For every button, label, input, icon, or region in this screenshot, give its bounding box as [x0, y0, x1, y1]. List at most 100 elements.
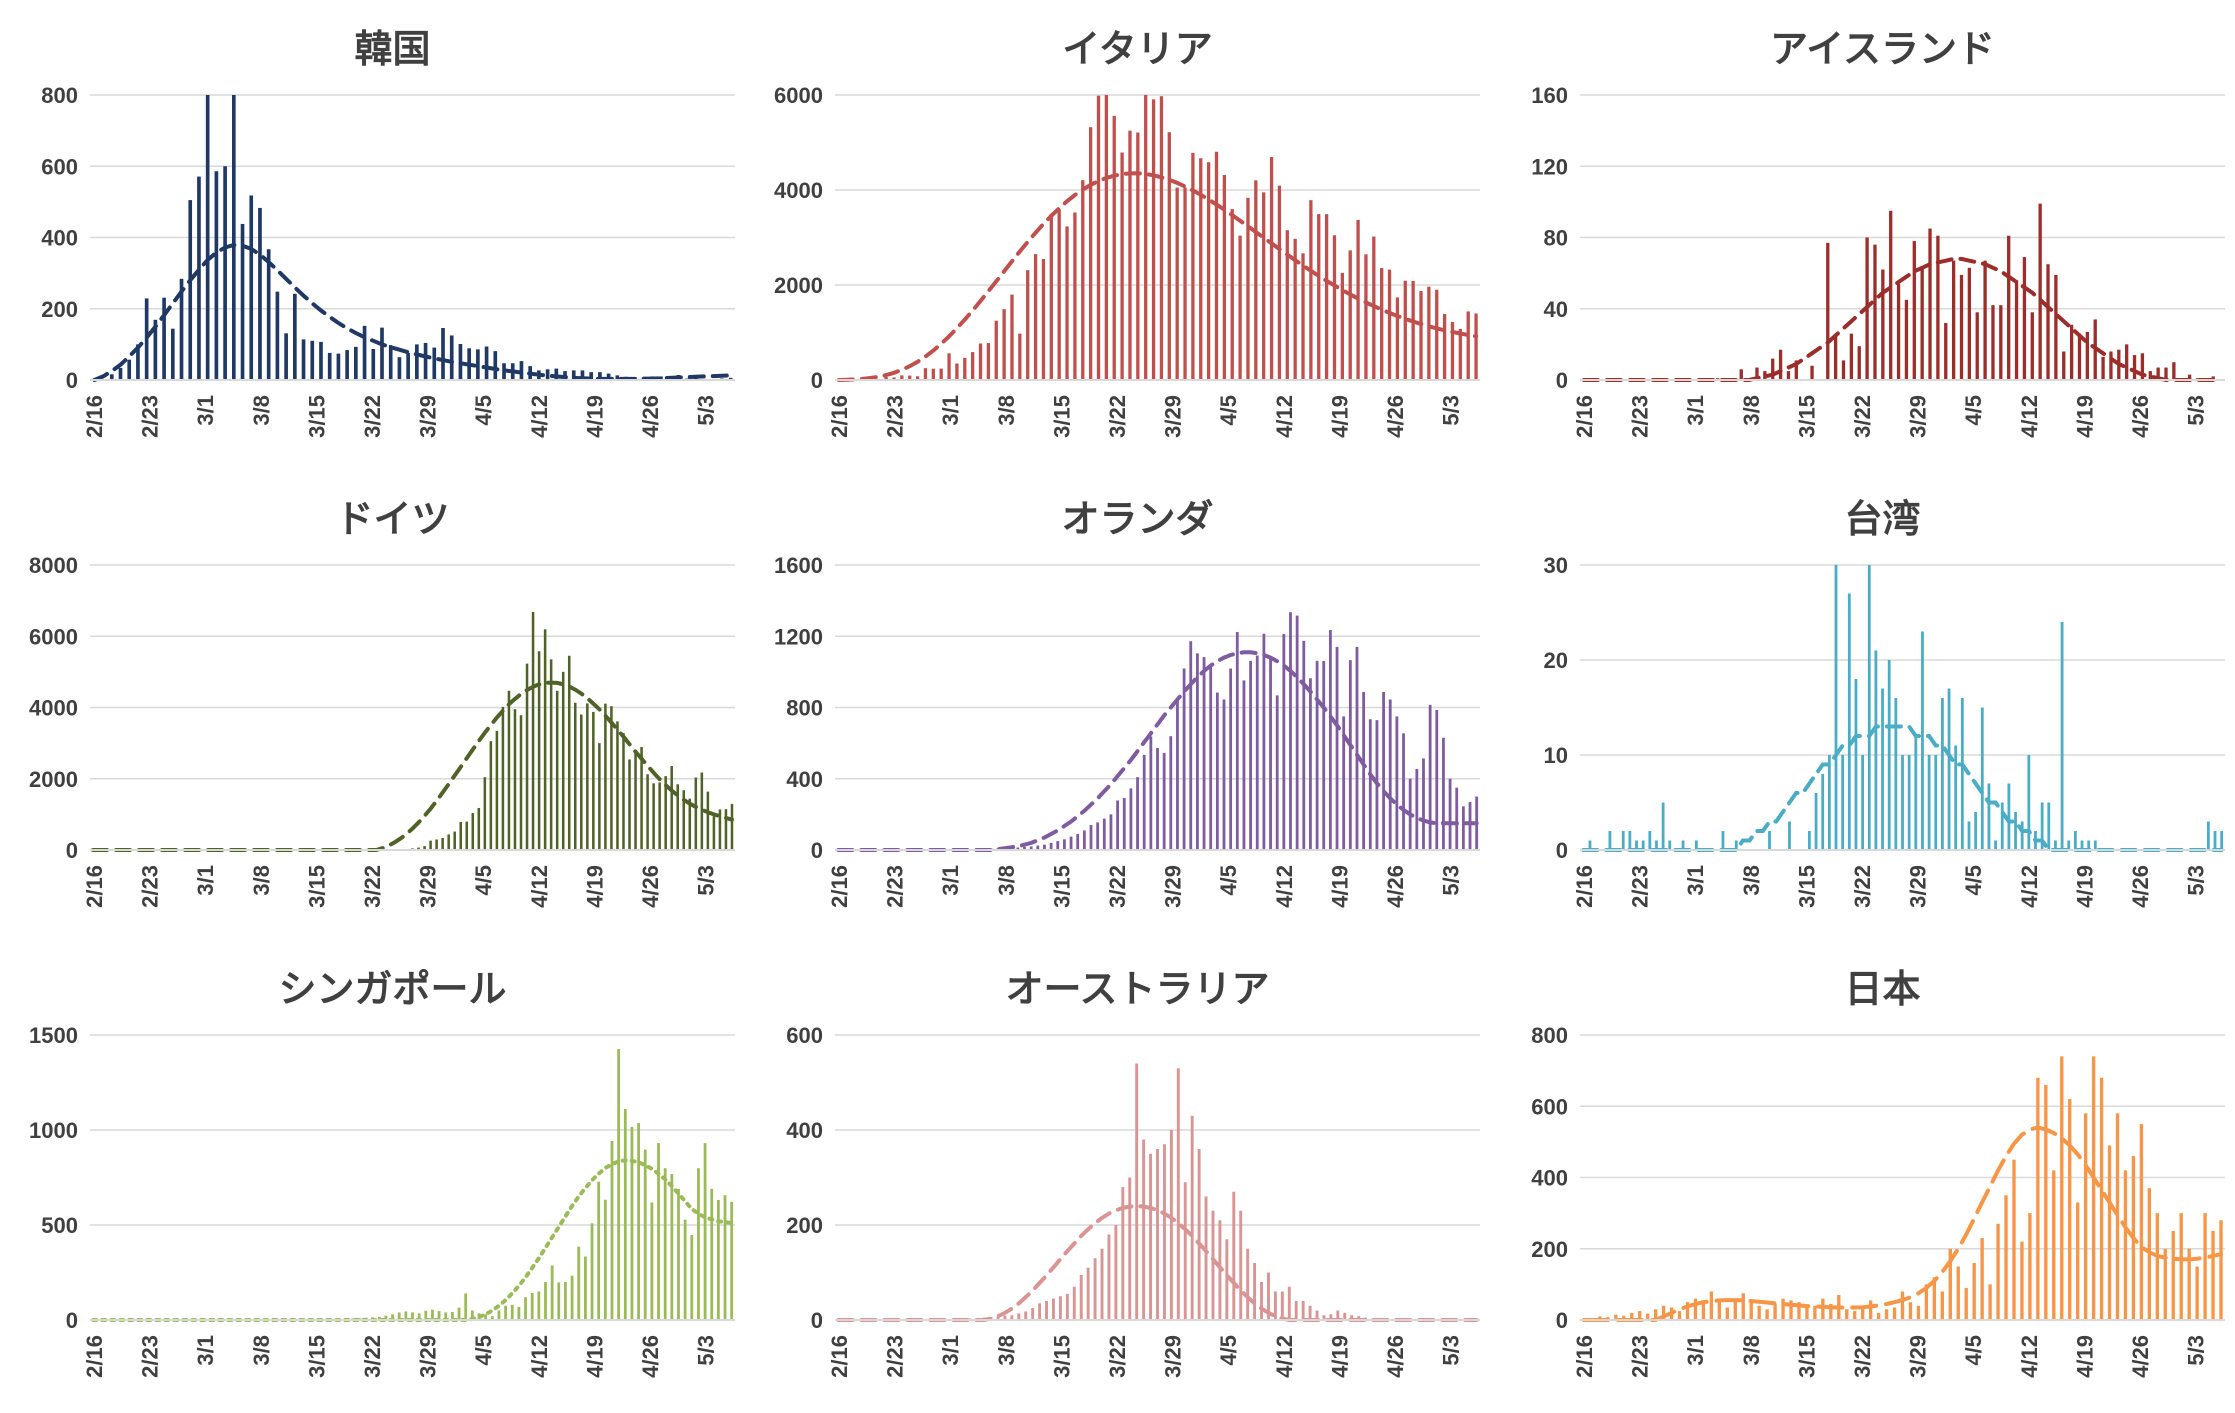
bar	[2020, 1241, 2024, 1320]
bar	[1734, 840, 1738, 850]
bar	[1733, 1298, 1737, 1320]
bar	[477, 807, 481, 850]
x-tick-label: 3/15	[1049, 395, 1074, 438]
bar	[1380, 268, 1384, 380]
bar	[557, 1282, 561, 1320]
bar	[231, 95, 236, 380]
bar	[1849, 333, 1854, 380]
bar	[495, 730, 499, 850]
bar	[1112, 115, 1116, 381]
bar	[1874, 650, 1878, 850]
x-tick-label: 5/3	[694, 395, 719, 426]
bar	[489, 741, 493, 850]
bar	[1017, 1313, 1021, 1320]
bar	[682, 790, 686, 850]
y-tick-label: 1600	[774, 553, 823, 578]
bar	[2101, 356, 2105, 380]
bar	[470, 1310, 474, 1320]
bar	[2172, 362, 2176, 380]
bar	[1010, 294, 1014, 380]
bar	[1183, 187, 1187, 380]
bar	[1881, 688, 1884, 850]
bar	[1089, 825, 1093, 850]
y-tick-label: 400	[41, 226, 78, 251]
bar	[1315, 660, 1319, 850]
x-tick-label: 3/22	[1850, 395, 1875, 438]
bar	[453, 831, 456, 850]
x-tick-label: 2/23	[1628, 1335, 1653, 1378]
bar	[1036, 845, 1040, 850]
bar	[1474, 313, 1478, 380]
bar	[1808, 831, 1811, 850]
bar	[1442, 314, 1447, 380]
bar	[676, 784, 679, 850]
bar	[561, 671, 565, 850]
bar	[1102, 818, 1106, 850]
y-tick-label: 0	[66, 838, 78, 863]
bar	[1814, 793, 1818, 850]
bar	[517, 1306, 521, 1320]
y-tick-label: 800	[41, 83, 78, 108]
bar	[2139, 1124, 2144, 1320]
bar	[610, 1141, 614, 1320]
x-tick-label: 4/12	[1272, 865, 1297, 908]
bar	[1461, 806, 1465, 850]
bar	[670, 766, 673, 850]
bar	[658, 782, 661, 850]
bar	[1927, 755, 1931, 850]
trend-line	[91, 1158, 734, 1322]
bar	[583, 1256, 587, 1320]
bar	[459, 821, 462, 850]
bar	[1273, 1291, 1277, 1320]
bar	[543, 629, 547, 850]
bar	[197, 176, 201, 380]
bar	[712, 816, 716, 850]
bar	[1422, 758, 1425, 850]
bar	[2140, 353, 2145, 380]
bar	[249, 195, 254, 380]
y-tick-label: 30	[1544, 553, 1568, 578]
bar	[694, 777, 698, 850]
bar	[1685, 1302, 1690, 1320]
bar	[1222, 174, 1227, 380]
y-tick-label: 40	[1544, 297, 1568, 322]
x-tick-label: 3/8	[1739, 1335, 1764, 1366]
bar	[1254, 180, 1258, 380]
bar	[1983, 260, 1987, 380]
x-tick-label: 3/15	[1794, 1335, 1819, 1378]
y-tick-label: 0	[811, 368, 823, 393]
bar	[1016, 847, 1020, 850]
x-tick-label: 4/19	[582, 395, 607, 438]
bar	[652, 783, 655, 850]
bar	[1362, 692, 1366, 850]
bar	[1239, 1210, 1243, 1320]
bar	[650, 1202, 654, 1320]
bar	[2076, 1202, 2080, 1320]
x-tick-label: 2/16	[827, 395, 852, 438]
bar	[1322, 661, 1326, 850]
bar	[1912, 241, 1916, 380]
bar	[444, 1312, 448, 1320]
bar	[1628, 831, 1632, 850]
bar	[1450, 322, 1455, 380]
bar	[1588, 840, 1592, 850]
bar	[1387, 269, 1392, 380]
bar	[1176, 1068, 1180, 1320]
x-tick-label: 3/1	[193, 1335, 218, 1366]
bar	[1841, 755, 1845, 850]
x-tick-label: 4/5	[1216, 865, 1241, 896]
bar	[1190, 1115, 1194, 1320]
bar	[545, 369, 550, 380]
bar	[1845, 1309, 1849, 1320]
bar	[1169, 736, 1173, 850]
y-tick-label: 400	[1531, 1166, 1568, 1191]
bar	[1277, 185, 1282, 380]
y-tick-label: 200	[786, 1213, 823, 1238]
bar	[616, 721, 619, 850]
bar	[1996, 1223, 2000, 1320]
bar	[136, 344, 140, 380]
bar	[700, 772, 704, 850]
bar	[571, 370, 576, 380]
bar	[2052, 1170, 2056, 1320]
bar	[1932, 1277, 1937, 1320]
